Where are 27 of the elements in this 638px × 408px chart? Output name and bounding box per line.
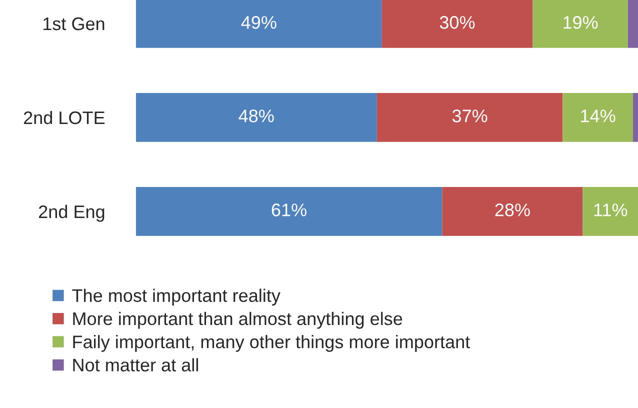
data-label: 11% (594, 204, 628, 216)
y-tick-label: 2nd LOTE (24, 110, 105, 124)
data-label: 19% (564, 16, 598, 29)
legend-label: The most important reality (72, 288, 280, 306)
data-label: 28% (495, 204, 530, 216)
legend-label: Not matter at all (73, 358, 198, 372)
bar (632, 93, 638, 142)
data-label: 14% (581, 110, 616, 122)
data-label: 48% (238, 110, 274, 122)
legend-label: More important than almost anything else (73, 312, 402, 329)
data-label: 61% (272, 204, 306, 216)
bar (376, 93, 563, 142)
bar (442, 187, 583, 236)
bar (582, 187, 638, 236)
y-tick-label: 2nd Eng (38, 204, 104, 222)
data-label: 49% (241, 16, 276, 29)
bar (628, 0, 638, 48)
data-label: 37% (452, 110, 488, 122)
bar (136, 93, 377, 142)
bar (532, 0, 628, 48)
bar (562, 93, 633, 142)
y-tick-label: 1st Gen (43, 17, 104, 30)
data-label: 30% (440, 16, 475, 29)
bar (136, 187, 442, 236)
bar (382, 0, 533, 48)
legend-label: Faily important, many other things more important (73, 335, 470, 352)
bar (136, 0, 382, 48)
